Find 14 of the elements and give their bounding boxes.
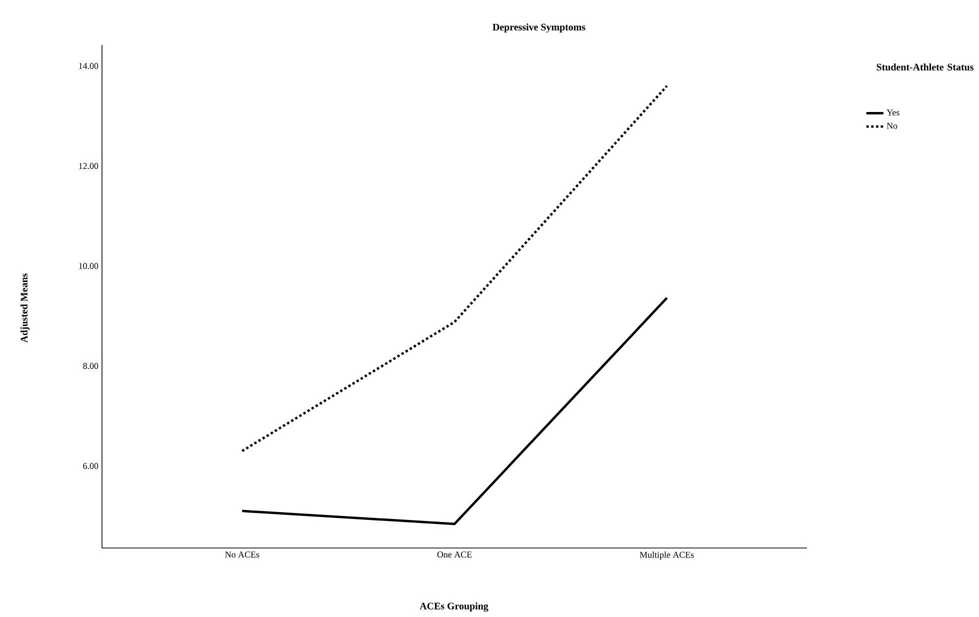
chart-title: Depressive Symptoms	[492, 23, 586, 33]
legend-label: No	[886, 122, 898, 129]
y-tick-label: 6.00	[83, 462, 98, 470]
x-tick-label: No ACEs	[225, 552, 260, 558]
x-tick-label: One ACE	[437, 552, 472, 558]
legend-title: Student-Athlete Status	[876, 63, 974, 71]
y-tick-label: 14.00	[79, 62, 98, 70]
y-tick-label: 8.00	[83, 362, 98, 370]
y-tick-label: 10.00	[79, 262, 98, 270]
legend-label: Yes	[886, 110, 900, 116]
y-axis-title: Adjusted Means	[20, 273, 30, 343]
x-tick-label: Multiple ACEs	[640, 552, 694, 560]
y-tick-label: 12.00	[79, 162, 98, 170]
x-axis-title: ACEs Grouping	[420, 602, 488, 612]
